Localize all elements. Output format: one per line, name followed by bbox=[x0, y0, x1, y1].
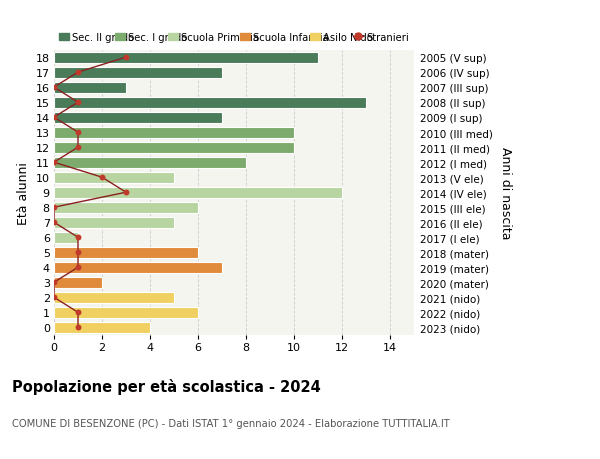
Bar bbox=[54, 187, 342, 198]
Point bbox=[73, 234, 83, 241]
Point bbox=[73, 264, 83, 271]
Bar bbox=[54, 232, 78, 243]
Bar bbox=[54, 292, 174, 303]
Text: Popolazione per età scolastica - 2024: Popolazione per età scolastica - 2024 bbox=[12, 379, 321, 395]
Bar bbox=[54, 128, 294, 138]
Bar bbox=[54, 218, 174, 228]
Bar bbox=[54, 67, 222, 78]
Bar bbox=[54, 173, 174, 183]
Point bbox=[97, 174, 107, 181]
Point bbox=[49, 114, 59, 122]
Point bbox=[49, 204, 59, 212]
Bar bbox=[54, 202, 198, 213]
Point bbox=[73, 324, 83, 331]
Point bbox=[73, 99, 83, 106]
Bar bbox=[54, 247, 198, 258]
Point bbox=[49, 219, 59, 226]
Point bbox=[73, 249, 83, 257]
Point bbox=[49, 159, 59, 167]
Bar bbox=[54, 142, 294, 153]
Bar bbox=[54, 322, 150, 333]
Point bbox=[73, 129, 83, 136]
Point bbox=[73, 309, 83, 316]
Point bbox=[49, 279, 59, 286]
Legend: Sec. II grado, Sec. I grado, Scuola Primaria, Scuola Infanzia, Asilo Nido, Stran: Sec. II grado, Sec. I grado, Scuola Prim… bbox=[59, 33, 409, 43]
Bar bbox=[54, 157, 246, 168]
Bar bbox=[54, 53, 318, 63]
Bar bbox=[54, 112, 222, 123]
Text: COMUNE DI BESENZONE (PC) - Dati ISTAT 1° gennaio 2024 - Elaborazione TUTTITALIA.: COMUNE DI BESENZONE (PC) - Dati ISTAT 1°… bbox=[12, 418, 450, 428]
Bar bbox=[54, 277, 102, 288]
Point bbox=[73, 69, 83, 77]
Point bbox=[49, 84, 59, 92]
Point bbox=[49, 294, 59, 301]
Y-axis label: Anni di nascita: Anni di nascita bbox=[499, 146, 512, 239]
Bar bbox=[54, 97, 366, 108]
Point bbox=[121, 54, 131, 62]
Y-axis label: Età alunni: Età alunni bbox=[17, 162, 30, 224]
Point bbox=[121, 189, 131, 196]
Bar bbox=[54, 83, 126, 93]
Bar bbox=[54, 307, 198, 318]
Point bbox=[73, 144, 83, 151]
Bar bbox=[54, 262, 222, 273]
